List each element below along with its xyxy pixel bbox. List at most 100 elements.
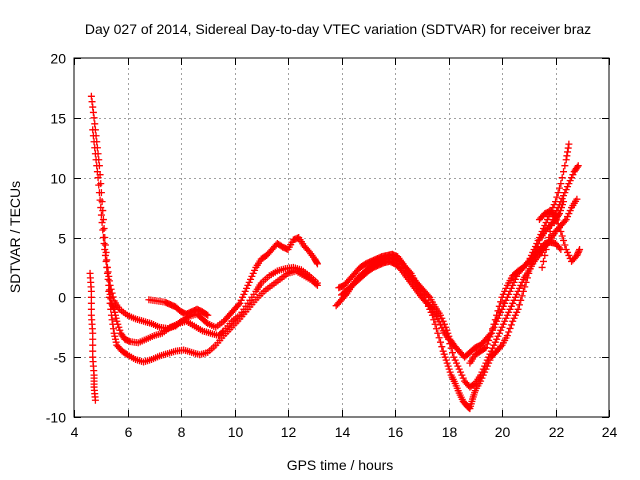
plus-marker bbox=[478, 368, 486, 376]
plus-marker bbox=[99, 216, 107, 224]
plus-marker bbox=[313, 260, 321, 268]
series-track-4 bbox=[145, 296, 212, 319]
plus-marker bbox=[111, 308, 119, 316]
plus-marker bbox=[94, 174, 102, 182]
plus-marker bbox=[556, 184, 564, 192]
y-tick-label: -10 bbox=[46, 410, 66, 426]
plus-marker bbox=[564, 248, 572, 256]
plus-marker bbox=[506, 305, 514, 313]
plus-marker bbox=[561, 241, 569, 249]
plus-marker bbox=[503, 311, 511, 319]
plus-marker bbox=[90, 114, 98, 122]
plus-marker bbox=[91, 144, 99, 152]
plus-marker bbox=[109, 325, 117, 333]
plus-marker bbox=[87, 305, 95, 313]
chart-title: Day 027 of 2014, Sidereal Day-to-day VTE… bbox=[85, 21, 591, 37]
plus-marker bbox=[493, 335, 501, 343]
plus-marker bbox=[573, 195, 581, 203]
plus-marker bbox=[497, 326, 505, 334]
plus-marker bbox=[490, 320, 498, 328]
plus-marker bbox=[542, 219, 550, 227]
plus-marker bbox=[103, 269, 111, 277]
plus-marker bbox=[561, 162, 569, 170]
plus-marker bbox=[575, 247, 583, 255]
plus-marker bbox=[561, 189, 569, 197]
y-tick-label: 15 bbox=[50, 111, 66, 127]
plus-marker bbox=[547, 222, 555, 230]
plus-marker bbox=[569, 171, 577, 179]
plus-marker bbox=[510, 296, 518, 304]
plus-marker bbox=[565, 180, 573, 188]
y-tick-label: 20 bbox=[50, 51, 66, 67]
plus-marker bbox=[564, 144, 572, 152]
plus-marker bbox=[481, 362, 489, 370]
plus-marker bbox=[436, 338, 444, 346]
plus-marker bbox=[565, 140, 573, 148]
plus-marker bbox=[560, 236, 568, 244]
plus-marker bbox=[546, 228, 554, 236]
plus-marker bbox=[449, 349, 457, 357]
plus-marker bbox=[482, 359, 490, 367]
plus-marker bbox=[108, 316, 116, 324]
plus-marker bbox=[436, 321, 444, 329]
plus-marker bbox=[436, 311, 444, 319]
plus-marker bbox=[458, 371, 466, 379]
plus-marker bbox=[455, 365, 463, 373]
x-tick-label: 10 bbox=[228, 424, 244, 440]
plus-marker bbox=[509, 299, 517, 307]
plus-marker bbox=[447, 344, 455, 352]
x-tick-label: 22 bbox=[549, 424, 565, 440]
plus-marker bbox=[557, 198, 565, 206]
plus-marker bbox=[96, 196, 104, 204]
plus-marker bbox=[100, 239, 108, 247]
plus-marker bbox=[87, 293, 95, 301]
plus-marker bbox=[444, 362, 452, 370]
plus-marker bbox=[491, 316, 499, 324]
plus-marker bbox=[116, 326, 124, 334]
plus-marker bbox=[502, 314, 510, 322]
plus-marker bbox=[248, 272, 256, 280]
plus-marker bbox=[526, 254, 534, 262]
plus-marker bbox=[107, 311, 115, 319]
plus-marker bbox=[564, 183, 572, 191]
plus-marker bbox=[562, 186, 570, 194]
plus-marker bbox=[104, 268, 112, 276]
x-tick-label: 16 bbox=[388, 424, 404, 440]
plus-marker bbox=[100, 225, 108, 233]
plus-marker bbox=[89, 108, 97, 116]
plus-marker bbox=[251, 266, 259, 274]
plus-marker bbox=[101, 245, 109, 253]
grid-lines bbox=[74, 58, 609, 417]
plus-marker bbox=[498, 323, 506, 331]
plus-marker bbox=[485, 353, 493, 361]
plus-marker bbox=[541, 251, 549, 259]
plus-marker bbox=[502, 296, 510, 304]
plus-marker bbox=[523, 259, 531, 267]
plus-marker bbox=[530, 245, 538, 253]
plus-marker bbox=[499, 320, 507, 328]
plus-marker bbox=[550, 213, 558, 221]
x-tick-label: 8 bbox=[178, 424, 186, 440]
series-track-7 bbox=[338, 195, 581, 391]
y-tick-label: 0 bbox=[58, 290, 66, 306]
plus-marker bbox=[99, 226, 107, 234]
plus-marker bbox=[557, 180, 565, 188]
plus-marker bbox=[513, 308, 521, 316]
plus-marker bbox=[562, 245, 570, 253]
plus-marker bbox=[558, 232, 566, 240]
plus-marker bbox=[568, 174, 576, 182]
plus-marker bbox=[549, 216, 557, 224]
plus-marker bbox=[489, 344, 497, 352]
plus-marker bbox=[487, 329, 495, 337]
plus-marker bbox=[507, 321, 515, 329]
plus-marker bbox=[554, 220, 562, 228]
x-tick-label: 20 bbox=[495, 424, 511, 440]
plus-marker bbox=[446, 340, 454, 348]
plus-marker bbox=[115, 323, 123, 331]
plus-marker bbox=[451, 356, 459, 364]
plus-marker bbox=[105, 286, 113, 294]
y-axis-label: SDTVAR / TECUs bbox=[7, 181, 23, 293]
plus-marker bbox=[565, 251, 573, 259]
plus-marker bbox=[564, 213, 572, 221]
plus-marker bbox=[507, 302, 515, 310]
